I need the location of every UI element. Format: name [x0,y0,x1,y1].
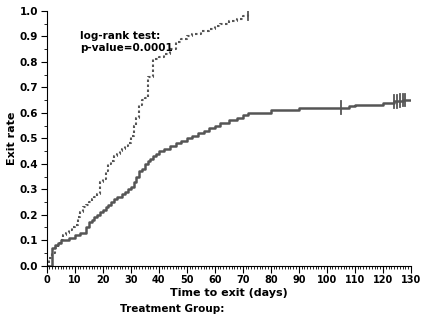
X-axis label: Time to exit (days): Time to exit (days) [170,288,288,298]
Y-axis label: Exit rate: Exit rate [7,112,17,165]
Text: Treatment Group:: Treatment Group: [120,305,224,314]
Text: log-rank test:
p-value=0.0001: log-rank test: p-value=0.0001 [80,31,173,53]
